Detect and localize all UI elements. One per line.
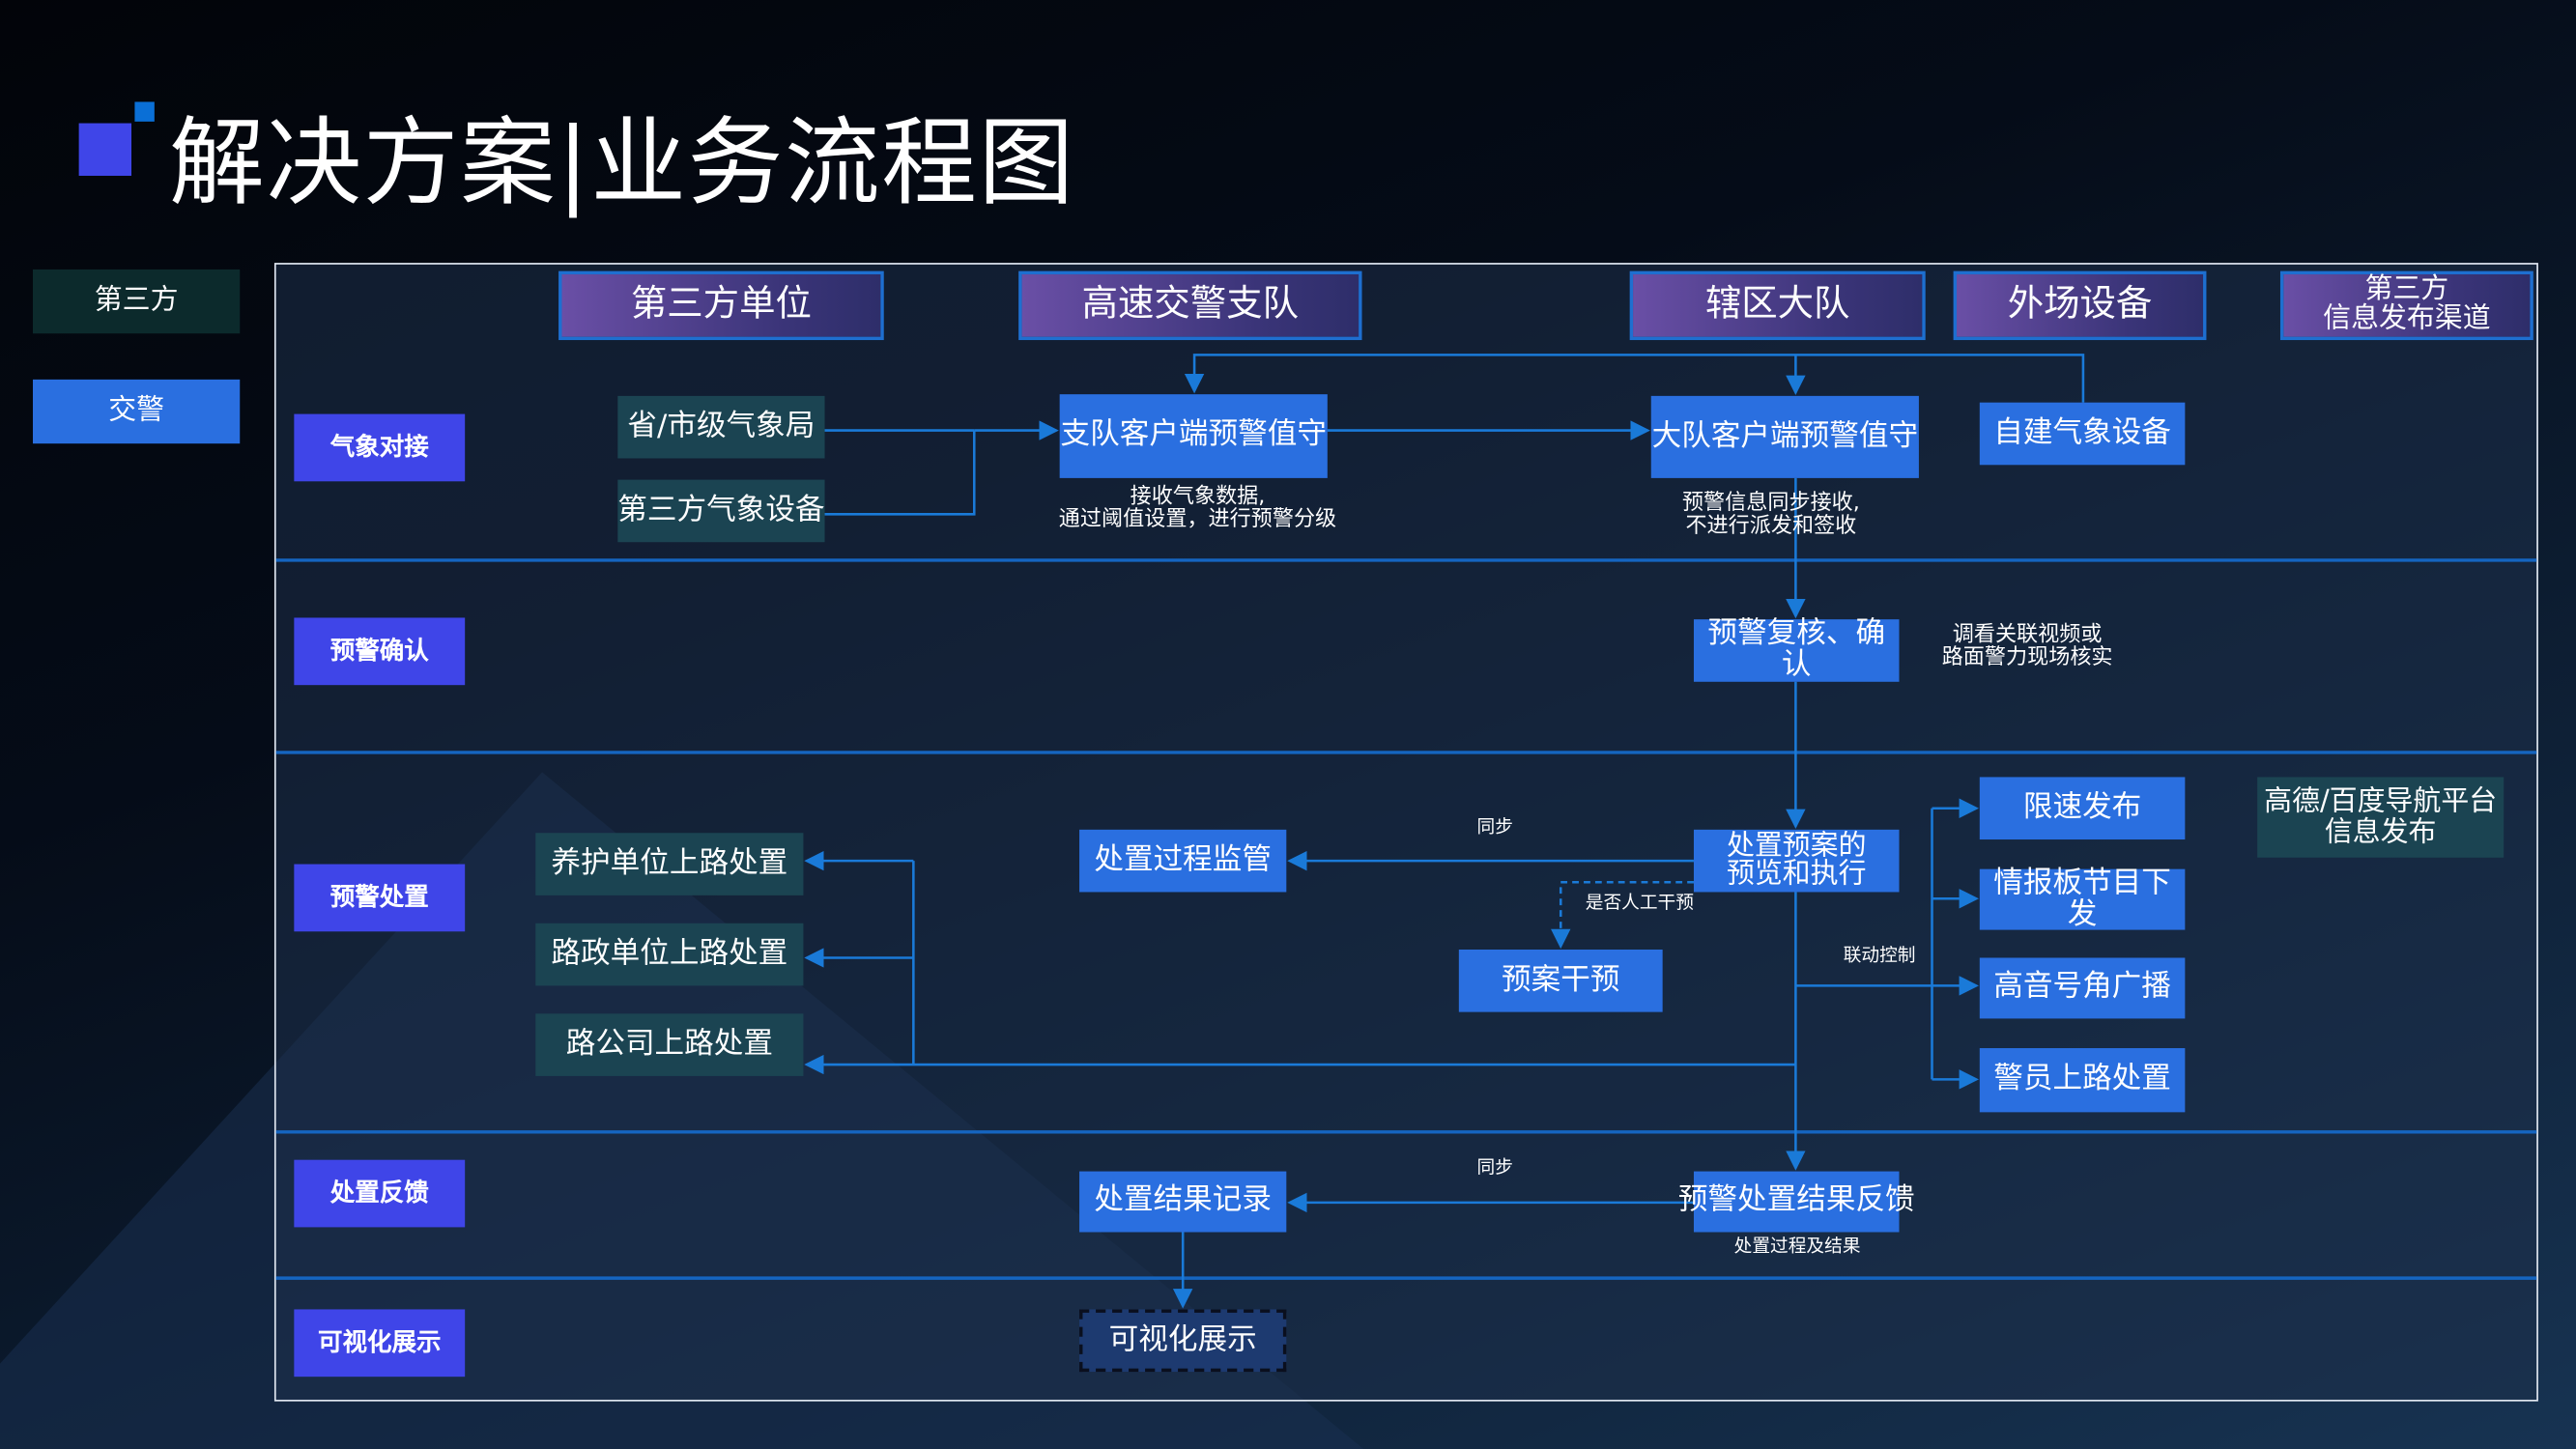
node-detachment-client: 支队客户端预警值守 [1059,394,1328,478]
caption-review: 调看关联视频或 路面警力现场核实 [1941,622,2113,671]
title-small-square-icon [134,101,155,122]
row-label: 处置反馈 [294,1159,466,1228]
node-speed-limit: 限速发布 [1979,777,2186,840]
node-provincial-weather: 省/市级气象局 [617,395,825,459]
column-header: 第三方 信息发布渠道 [2279,270,2533,341]
node-info-board: 情报板节目下发 [1979,867,2186,930]
node-own-weather-device: 自建气象设备 [1979,402,2186,466]
node-loudspeaker: 高音号角广播 [1979,957,2186,1019]
caption-brigade: 预警信息同步接收, 不进行派发和签收 [1681,491,1860,540]
node-feedback: 预警处置结果反馈 [1678,1171,1915,1233]
node-brigade-client: 大队客户端预警值守 [1650,395,1919,478]
caption-feedback: 处置过程及结果 [1733,1235,1861,1258]
row-label: 可视化展示 [294,1309,466,1378]
title-square-icon [78,123,132,176]
row-label: 预警处置 [294,864,466,932]
node-maintenance-onsite: 养护单位上路处置 [535,833,804,895]
node-police-onsite: 警员上路处置 [1979,1048,2186,1113]
column-header: 高速交警支队 [1018,270,1362,341]
legend-third-party: 第三方 [33,269,241,334]
node-nav-platform: 高德/百度导航平台 信息发布 [2257,777,2504,858]
node-roadcompany-onsite: 路公司上路处置 [535,1013,804,1076]
node-review-confirm: 预警复核、确认 [1693,618,1900,682]
row-label: 预警确认 [294,617,466,686]
node-process-supervise: 处置过程监管 [1079,829,1287,893]
column-header: 第三方单位 [558,270,884,341]
node-third-party-weather-device: 第三方气象设备 [617,479,825,543]
node-plan-execute: 处置预案的 预览和执行 [1693,829,1900,893]
caption-linkage: 联动控制 [1843,944,1916,966]
caption-manual: 是否人工干预 [1585,892,1694,914]
page-title: 解决方案|业务流程图 [169,106,1075,219]
column-header: 辖区大队 [1629,270,1926,341]
node-plan-intervene: 预案干预 [1458,949,1663,1012]
caption-sync: 同步 [1476,816,1513,838]
caption-sync: 同步 [1476,1156,1513,1179]
column-header: 外场设备 [1953,270,2207,341]
node-result-record: 处置结果记录 [1079,1171,1287,1233]
legend-traffic-police: 交警 [33,379,241,444]
caption-detachment: 接收气象数据, 通过阈值设置，进行预警分级 [1058,484,1337,533]
row-label: 气象对接 [294,413,466,482]
node-roadadmin-onsite: 路政单位上路处置 [535,923,804,986]
node-visualization: 可视化展示 [1079,1309,1287,1373]
